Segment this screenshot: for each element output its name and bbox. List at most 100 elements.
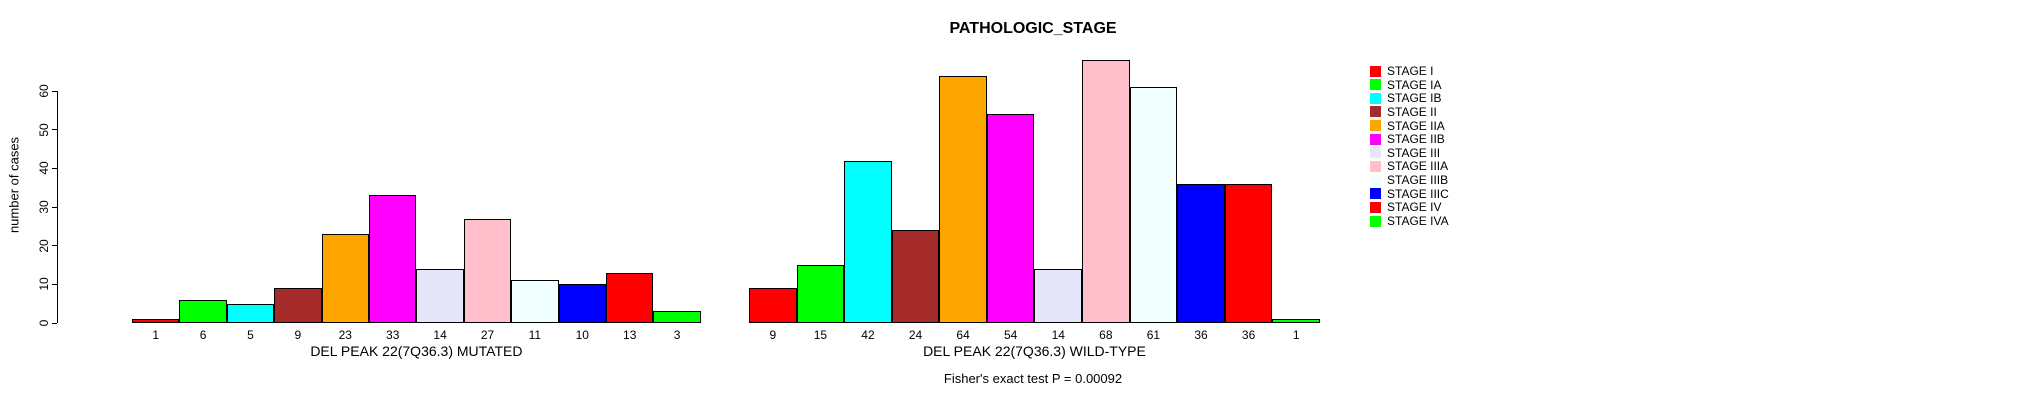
bar-value-label: 11 [528,328,542,342]
legend-swatch [1370,133,1381,145]
legend-label: STAGE IIIA [1387,159,1449,174]
legend-item: STAGE IIA [1370,120,1445,132]
legend-label: STAGE III [1387,145,1441,160]
bar [558,284,606,323]
bar [606,272,654,323]
legend-item: STAGE IIIC [1370,188,1449,200]
bar-value-label: 42 [861,328,875,342]
bar-value-label: 33 [386,328,400,342]
legend-swatch [1370,147,1381,159]
legend-swatch [1370,188,1381,200]
bar-value-label: 27 [480,328,495,342]
legend-item: STAGE III [1370,147,1440,159]
bar [1082,60,1130,323]
bar [511,280,559,323]
y-tick-label: 0 [37,319,51,327]
legend-label: STAGE IIB [1387,132,1445,147]
y-axis-title: number of cases [6,136,22,234]
bar-value-label: 13 [623,328,637,342]
bar-value-label: 6 [199,328,207,342]
x-axis-label: DEL PEAK 22(7Q36.3) WILD-TYPE [923,343,1146,359]
x-axis-label: DEL PEAK 22(7Q36.3) MUTATED [310,343,523,359]
bar-value-label: 23 [338,328,352,342]
bar-value-label: 3 [673,328,681,342]
legend-item: STAGE IIB [1370,133,1445,145]
bar-value-label: 14 [1051,328,1065,342]
bar-value-label: 1 [1292,328,1300,342]
y-tick-label: 20 [37,238,51,253]
legend-swatch [1370,65,1381,77]
bar [463,218,512,323]
bar-value-label: 61 [1146,328,1161,342]
y-tick [52,90,57,92]
bar [653,311,701,323]
bar [891,230,940,323]
chart-title: PATHOLOGIC_STAGE [949,20,1117,37]
legend-swatch [1370,92,1381,104]
y-tick-label: 30 [37,200,51,214]
y-tick [52,283,57,285]
bar [321,234,369,323]
y-axis-line [57,91,58,323]
y-tick-label: 60 [37,84,51,98]
legend-swatch [1370,120,1381,132]
legend-label: STAGE IIIC [1387,186,1449,201]
bar-value-label: 14 [433,328,447,342]
bar [939,75,987,323]
legend-swatch [1370,106,1381,118]
legend-swatch [1370,201,1381,213]
bar [1177,183,1225,323]
legend-label: STAGE IB [1387,91,1442,106]
bar-value-label: 9 [294,328,302,342]
bar-value-label: 36 [1194,328,1208,342]
legend-item: STAGE I [1370,65,1433,77]
y-tick [52,167,57,169]
legend-label: STAGE IVA [1387,214,1449,229]
bar-value-label: 54 [1004,328,1018,342]
bar [369,195,417,323]
bar-value-label: 68 [1099,328,1113,342]
y-tick [52,129,57,131]
y-tick [52,245,57,247]
bar [796,265,845,323]
bar-value-label: 5 [247,328,254,342]
legend-label: STAGE I [1387,64,1434,78]
legend-item: STAGE IB [1370,92,1441,104]
legend-item: STAGE IV [1370,201,1441,213]
legend-item: STAGE IIIB [1370,174,1448,186]
bar [749,288,797,323]
bar [844,160,892,323]
bar [416,268,464,323]
fisher-test-note: Fisher's exact test P = 0.00092 [943,371,1123,386]
bar [1034,268,1083,323]
legend-item: STAGE II [1370,106,1437,118]
legend-swatch [1370,160,1381,172]
legend-label: STAGE IA [1387,77,1442,92]
bar [274,288,322,323]
y-tick [52,322,57,324]
bar [986,114,1035,323]
bar [1224,183,1273,323]
legend-label: STAGE II [1387,104,1437,119]
bar-value-label: 24 [908,328,923,342]
y-tick-label: 40 [37,161,51,176]
legend-item: STAGE IIIA [1370,160,1448,172]
legend-swatch [1370,79,1381,91]
bar-value-label: 36 [1241,328,1256,342]
bar [226,303,275,323]
legend-label: STAGE IIIB [1387,173,1449,188]
legend-swatch [1370,174,1381,186]
legend-label: STAGE IV [1387,200,1442,215]
bar-value-label: 64 [956,328,970,342]
y-tick-label: 10 [37,277,51,292]
bar-value-label: 10 [575,328,589,342]
bar-value-label: 9 [769,328,777,342]
legend-label: STAGE IIA [1387,118,1445,133]
y-tick [52,206,57,208]
bar [1272,319,1320,323]
bar [179,299,227,323]
bar [132,319,180,323]
bar-value-label: 1 [152,328,160,342]
legend-item: STAGE IA [1370,79,1441,91]
